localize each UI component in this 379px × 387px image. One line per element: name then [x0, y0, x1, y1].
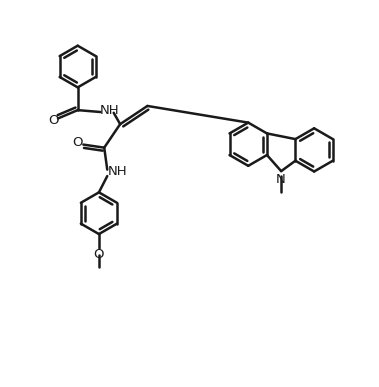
Text: NH: NH [100, 104, 120, 117]
Text: N: N [276, 173, 285, 186]
Text: NH: NH [107, 165, 127, 178]
Text: O: O [94, 248, 104, 260]
Text: O: O [72, 136, 83, 149]
Text: O: O [48, 114, 58, 127]
